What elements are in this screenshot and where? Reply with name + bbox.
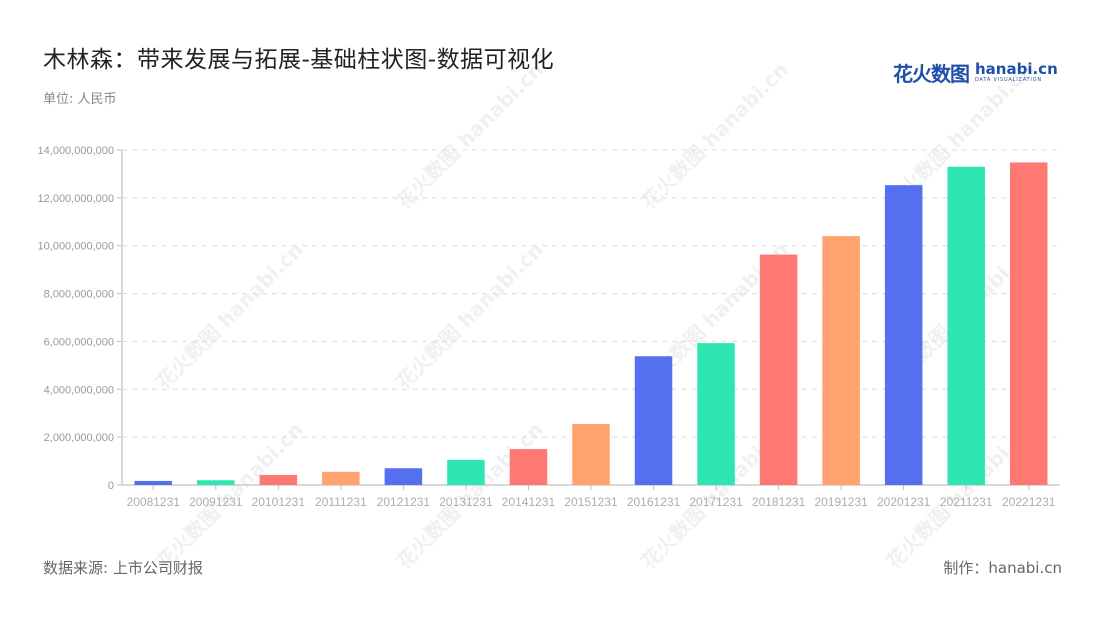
x-tick-label: 20121231 bbox=[377, 495, 431, 509]
y-tick-label: 0 bbox=[108, 480, 114, 492]
bar-20161231[interactable] bbox=[634, 356, 673, 485]
chart-title: 木林森：带来发展与拓展-基础柱状图-数据可视化 bbox=[43, 47, 555, 73]
x-tick-label: 20131231 bbox=[439, 495, 493, 509]
x-tick-label: 20211231 bbox=[940, 495, 993, 509]
brand-logo: 花火数图 hanabi.cn DATA VISUALIZATION bbox=[893, 58, 1058, 87]
bar-20121231[interactable] bbox=[384, 468, 423, 485]
bar-20171231[interactable] bbox=[697, 343, 735, 485]
x-tick-label: 20181231 bbox=[752, 495, 806, 509]
x-tick-label: 20171231 bbox=[689, 495, 743, 509]
x-tick-label: 20091231 bbox=[189, 495, 243, 509]
y-tick-label: 12,000,000,000 bbox=[38, 193, 114, 205]
bar-20181231[interactable] bbox=[759, 254, 798, 485]
y-tick-label: 4,000,000,000 bbox=[44, 384, 114, 396]
bar-20131231[interactable] bbox=[447, 459, 485, 485]
x-tick-label: 20221231 bbox=[1002, 495, 1056, 509]
bar-20101231[interactable] bbox=[259, 474, 298, 485]
unit-label: 单位: 人民币 bbox=[43, 92, 117, 107]
x-tick-label: 20101231 bbox=[252, 495, 306, 509]
logo-tagline: DATA VISUALIZATION bbox=[975, 77, 1042, 83]
y-tick-label: 14,000,000,000 bbox=[38, 145, 114, 157]
y-tick-label: 8,000,000,000 bbox=[44, 289, 114, 301]
y-tick-label: 2,000,000,000 bbox=[44, 432, 114, 444]
x-tick-label: 20161231 bbox=[627, 495, 681, 509]
data-source: 数据来源: 上市公司财报 bbox=[43, 559, 203, 577]
bar-20151231[interactable] bbox=[572, 423, 610, 485]
x-tick-label: 20201231 bbox=[877, 495, 931, 509]
logo-en-text: hanabi.cn bbox=[975, 60, 1058, 78]
bar-20091231[interactable] bbox=[197, 480, 235, 485]
x-tick-label: 20151231 bbox=[564, 495, 618, 509]
logo-en-block: hanabi.cn DATA VISUALIZATION bbox=[975, 62, 1058, 83]
x-tick-label: 20081231 bbox=[127, 495, 181, 509]
bar-20221231[interactable] bbox=[1009, 162, 1048, 485]
bar-20111231[interactable] bbox=[322, 471, 360, 485]
credit: 制作：hanabi.cn bbox=[943, 559, 1062, 577]
x-tick-label: 20141231 bbox=[502, 495, 556, 509]
x-tick-label: 20111231 bbox=[315, 495, 367, 509]
bar-20141231[interactable] bbox=[509, 449, 548, 485]
y-tick-label: 10,000,000,000 bbox=[38, 241, 114, 253]
y-tick-label: 6,000,000,000 bbox=[44, 336, 114, 348]
logo-cn-text: 花火数图 bbox=[893, 62, 970, 86]
bar-20201231[interactable] bbox=[884, 185, 923, 486]
bar-20191231[interactable] bbox=[822, 236, 860, 485]
x-tick-label: 20191231 bbox=[814, 495, 868, 509]
bar-20081231[interactable] bbox=[134, 480, 173, 485]
bar-20211231[interactable] bbox=[947, 166, 985, 485]
